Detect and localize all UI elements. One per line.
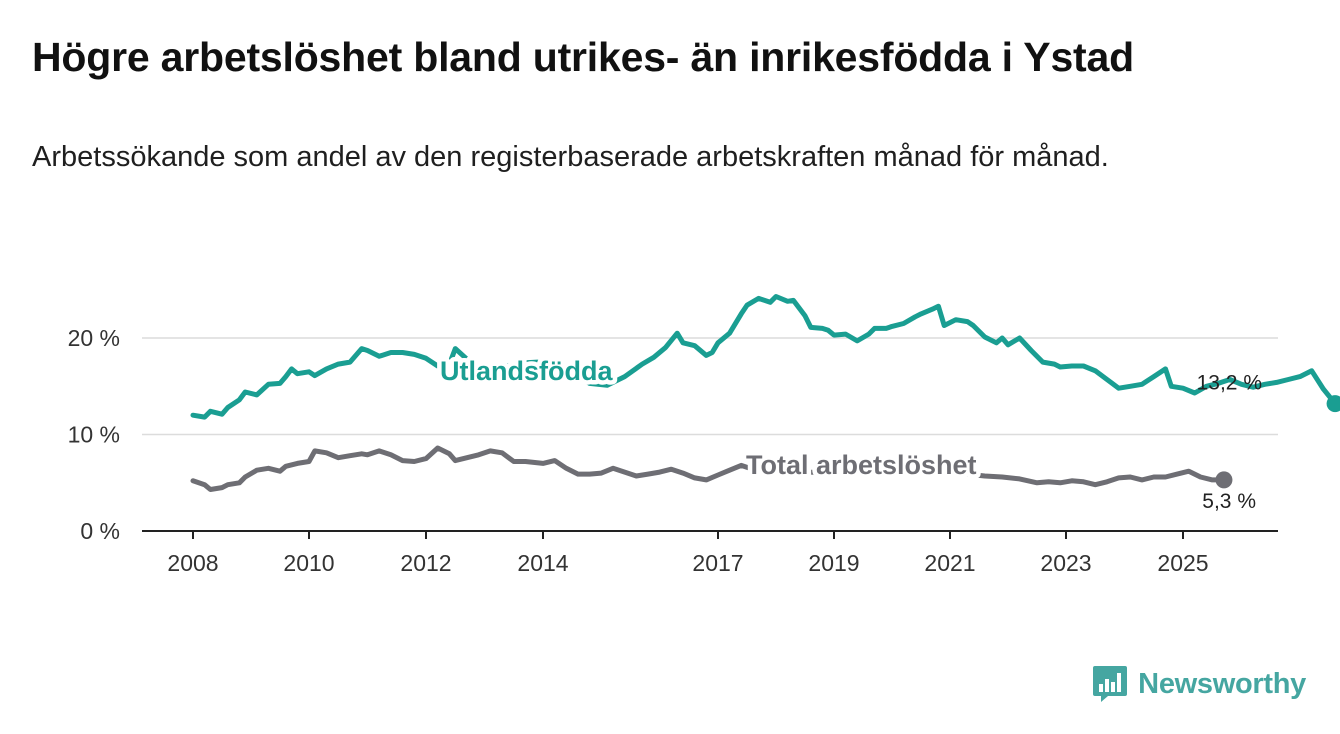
y-axis: 0 % 10 % 20 % [68, 325, 120, 544]
x-tick-label: 2025 [1157, 550, 1208, 576]
series-line-utlandsfodda [190, 294, 1338, 420]
series-label: Utlandsfödda [440, 356, 613, 386]
x-tick-label: 2019 [808, 550, 859, 576]
x-tick-label: 2014 [517, 550, 568, 576]
gridlines [142, 337, 1278, 436]
series-label: Total arbetslöshet [746, 450, 977, 480]
y-tick-label: 10 % [68, 422, 120, 448]
bar-chart-speech-bubble-icon [1093, 666, 1128, 702]
series-end-label: 13,2 % [1197, 372, 1262, 395]
x-tick-label: 2017 [692, 550, 743, 576]
y-tick-label: 20 % [68, 325, 120, 351]
series-end-label: 5,3 % [1202, 490, 1256, 513]
chart-subtitle: Arbetssökande som andel av den registerb… [32, 141, 1109, 173]
x-axis: 2008 2010 2012 2014 2017 2019 2021 2023 2025 [142, 530, 1278, 576]
series-labels: 13,2 %5,3 %UtlandsföddaUtlandsföddaTotal… [436, 352, 1263, 513]
x-tick-label: 2010 [283, 550, 334, 576]
y-tick-label: 0 % [80, 518, 120, 544]
chart-title: Högre arbetslöshet bland utrikes- än inr… [32, 34, 1134, 80]
series-label-halo: Total arbetslöshet [746, 450, 977, 480]
x-tick-label: 2012 [400, 550, 451, 576]
newsworthy-logo: Newsworthy [1092, 664, 1306, 704]
x-tick-label: 2008 [167, 550, 218, 576]
series-line-total [190, 445, 1227, 492]
brand-name: Newsworthy [1138, 667, 1306, 700]
series-label-halo: Utlandsfödda [440, 356, 613, 386]
series-end-point [1215, 471, 1233, 489]
series-group [190, 294, 1340, 492]
x-tick-label: 2023 [1040, 550, 1091, 576]
x-tick-label: 2021 [924, 550, 975, 576]
series-end-point [1326, 395, 1340, 413]
